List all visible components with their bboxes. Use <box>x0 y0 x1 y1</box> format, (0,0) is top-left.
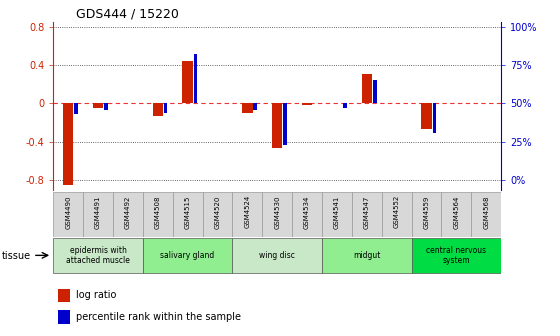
Bar <box>164 103 167 113</box>
Text: GSM4568: GSM4568 <box>483 195 489 229</box>
Text: GSM4524: GSM4524 <box>244 195 250 228</box>
Text: central nervous
system: central nervous system <box>426 246 487 265</box>
Bar <box>58 310 70 324</box>
Text: GSM4491: GSM4491 <box>95 195 101 229</box>
Text: midgut: midgut <box>353 251 380 260</box>
Text: GSM4490: GSM4490 <box>65 195 71 229</box>
Text: GSM4515: GSM4515 <box>185 195 190 228</box>
Bar <box>83 192 113 237</box>
Bar <box>322 192 352 237</box>
Text: GSM4547: GSM4547 <box>364 195 370 228</box>
Bar <box>183 61 193 103</box>
Text: tissue: tissue <box>2 251 31 261</box>
Bar <box>104 103 108 110</box>
Bar <box>352 192 382 237</box>
Bar <box>143 238 232 273</box>
Bar <box>242 103 253 113</box>
Text: GSM4559: GSM4559 <box>423 195 430 228</box>
Bar <box>421 103 432 129</box>
Text: GSM4564: GSM4564 <box>454 195 459 228</box>
Text: salivary gland: salivary gland <box>161 251 214 260</box>
Text: GSM4520: GSM4520 <box>214 195 221 228</box>
Bar <box>254 103 257 110</box>
Bar <box>53 238 143 273</box>
Text: epidermis with
attached muscle: epidermis with attached muscle <box>66 246 130 265</box>
Bar <box>382 192 412 237</box>
Bar <box>93 103 103 108</box>
Text: GSM4534: GSM4534 <box>304 195 310 228</box>
Bar <box>58 289 70 302</box>
Bar <box>373 80 376 103</box>
Bar <box>362 74 372 103</box>
Bar <box>292 192 322 237</box>
Bar <box>433 103 436 133</box>
Bar <box>412 238 501 273</box>
Bar <box>63 103 73 185</box>
Bar <box>412 192 441 237</box>
Text: log ratio: log ratio <box>76 290 116 300</box>
Text: wing disc: wing disc <box>259 251 295 260</box>
Text: GSM4552: GSM4552 <box>394 195 400 228</box>
Bar <box>302 103 312 106</box>
Bar <box>203 192 232 237</box>
Text: percentile rank within the sample: percentile rank within the sample <box>76 312 241 322</box>
Bar <box>272 103 282 148</box>
Bar <box>343 103 347 108</box>
Bar <box>283 103 287 145</box>
Bar <box>472 192 501 237</box>
Bar <box>113 192 143 237</box>
Bar <box>322 238 412 273</box>
Text: GSM4530: GSM4530 <box>274 195 280 229</box>
Bar <box>262 192 292 237</box>
Text: GDS444 / 15220: GDS444 / 15220 <box>76 8 179 21</box>
Bar <box>143 192 172 237</box>
Bar <box>152 103 163 116</box>
Bar <box>232 192 262 237</box>
Bar <box>194 54 197 103</box>
Text: GSM4492: GSM4492 <box>125 195 131 228</box>
Bar <box>74 103 78 114</box>
Bar <box>172 192 203 237</box>
Bar <box>53 192 83 237</box>
Text: GSM4508: GSM4508 <box>155 195 161 229</box>
Bar <box>232 238 322 273</box>
Bar <box>441 192 472 237</box>
Text: GSM4541: GSM4541 <box>334 195 340 228</box>
